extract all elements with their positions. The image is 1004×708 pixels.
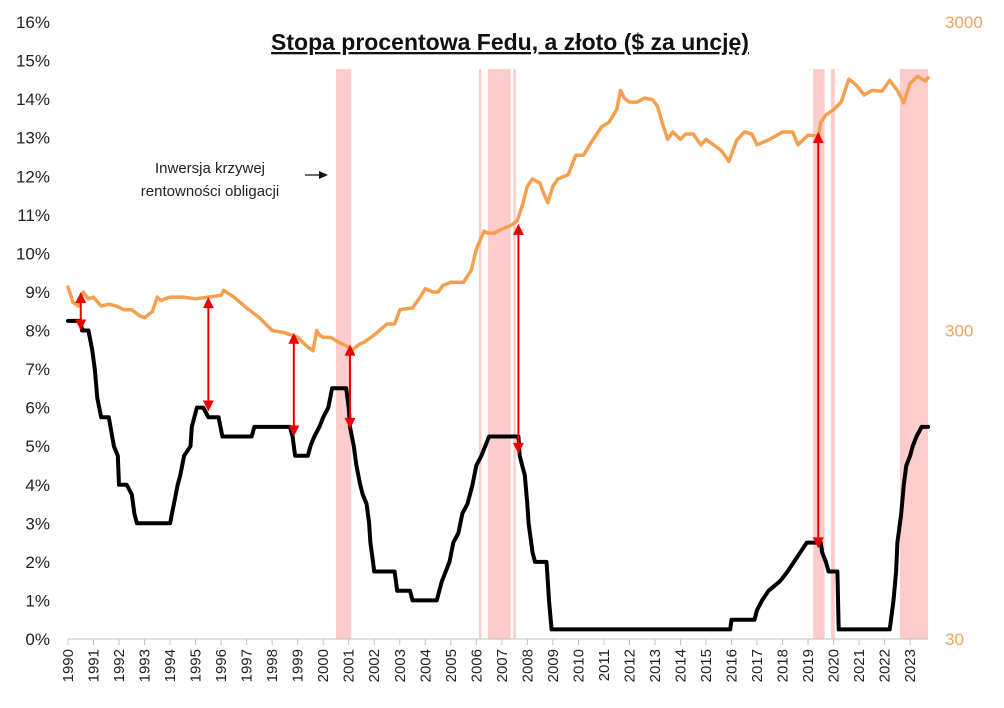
- x-tick-label-2004: 2004: [417, 649, 434, 682]
- gold-price-line: [66, 74, 930, 353]
- y-left-tick-15: 15%: [16, 52, 50, 71]
- x-tick-label-2022: 2022: [877, 649, 894, 682]
- chart-title: Stopa procentowa Fedu, a złoto ($ za unc…: [271, 29, 749, 55]
- y-right-tick-30: 30: [945, 630, 964, 649]
- arrow-2-head-up: [288, 332, 300, 344]
- x-tick-label-1998: 1998: [264, 649, 281, 682]
- arrow-5-head-up: [812, 131, 824, 143]
- x-tick-label-2016: 2016: [724, 649, 741, 682]
- arrow-1-head-up: [202, 297, 214, 309]
- y-left-tick-8: 8%: [25, 322, 50, 341]
- x-axis: 1990 1991 1992 1993 1994 1995 1996 1997 1998 1999…: [60, 638, 928, 682]
- y-left-tick-0: 0%: [25, 630, 50, 649]
- arrow-4-head-down: [512, 442, 524, 454]
- x-tick-label-2008: 2008: [519, 649, 536, 682]
- y-axis-right: 30 300 3000: [945, 13, 983, 649]
- x-tick-label-2013: 2013: [647, 649, 664, 682]
- series-lines: [66, 74, 930, 632]
- x-tick-label-2023: 2023: [902, 649, 919, 682]
- y-right-tick-300: 300: [945, 322, 973, 341]
- arrow-3-head-down: [344, 417, 356, 429]
- x-tick-label-1990: 1990: [60, 649, 77, 682]
- y-axis-left: 0% 1% 2% 3% 4% 5% 6% 7% 8% 9% 10% 11% 12% 13% 14% 15% 16…: [16, 13, 50, 649]
- x-tick-label-2003: 2003: [392, 649, 409, 682]
- x-tick-label-1991: 1991: [86, 649, 103, 682]
- x-tick-label-2005: 2005: [443, 649, 460, 682]
- annotation-line-1: Inwersja krzywej: [155, 160, 265, 177]
- annotation-arrow-head: [319, 171, 328, 179]
- x-tick-label-2010: 2010: [570, 649, 587, 682]
- inversion-band-3: [513, 69, 516, 639]
- x-tick-label-2021: 2021: [851, 649, 868, 682]
- fed-rate-line: [66, 318, 930, 632]
- y-left-tick-11: 11%: [17, 206, 50, 225]
- x-tick-label-1995: 1995: [188, 649, 205, 682]
- y-left-tick-7: 7%: [25, 360, 50, 379]
- y-left-tick-1: 1%: [25, 591, 50, 610]
- x-tick-label-1994: 1994: [162, 649, 179, 682]
- x-tick-label-2014: 2014: [672, 649, 689, 682]
- x-tick-label-2009: 2009: [545, 649, 562, 682]
- y-left-tick-9: 9%: [25, 283, 50, 302]
- inversion-band-1: [478, 69, 482, 639]
- y-left-tick-4: 4%: [25, 476, 50, 495]
- x-tick-label-2006: 2006: [468, 649, 485, 682]
- x-tick-label-2011: 2011: [596, 649, 613, 681]
- y-left-tick-5: 5%: [25, 437, 50, 456]
- inversion-band-6: [899, 69, 928, 639]
- x-tick-label-2000: 2000: [315, 649, 332, 682]
- x-tick-label-2015: 2015: [698, 649, 715, 682]
- x-tick-label-2018: 2018: [775, 649, 792, 682]
- y-right-tick-3000: 3000: [945, 13, 983, 32]
- y-left-tick-13: 13%: [16, 129, 50, 148]
- arrow-5-head-down: [812, 537, 824, 549]
- arrow-annotations: [75, 131, 824, 549]
- inversion-bands: [335, 69, 928, 639]
- x-tick-label-1996: 1996: [213, 649, 230, 682]
- x-tick-label-1997: 1997: [239, 649, 256, 682]
- x-tick-label-2020: 2020: [826, 649, 843, 682]
- x-tick-label-2001: 2001: [341, 649, 358, 682]
- x-tick-label-2019: 2019: [800, 649, 817, 682]
- x-tick-label-1993: 1993: [137, 649, 154, 682]
- arrow-2-head-down: [288, 425, 300, 437]
- x-tick-label-2007: 2007: [494, 649, 511, 682]
- y-left-tick-6: 6%: [25, 399, 50, 418]
- y-left-tick-10: 10%: [16, 244, 50, 263]
- arrow-4-head-up: [512, 223, 524, 235]
- x-tick-label-1992: 1992: [111, 649, 128, 682]
- y-left-tick-16: 16%: [16, 13, 50, 32]
- arrow-3-head-up: [344, 344, 356, 356]
- x-tick-label-2002: 2002: [366, 649, 383, 682]
- arrow-0-head-down: [75, 319, 87, 331]
- arrow-1-head-down: [202, 400, 214, 412]
- x-tick-label-2017: 2017: [749, 649, 766, 682]
- annotation-line-2: rentowności obligacji: [141, 183, 279, 200]
- y-left-tick-14: 14%: [16, 90, 50, 109]
- x-tick-label-1999: 1999: [290, 649, 307, 682]
- x-tick-label-2012: 2012: [621, 649, 638, 682]
- inversion-band-0: [335, 69, 352, 639]
- arrow-0-head-up: [75, 291, 87, 303]
- inversion-band-2: [487, 69, 511, 639]
- y-left-tick-12: 12%: [16, 167, 50, 186]
- y-left-tick-2: 2%: [25, 553, 50, 572]
- y-left-tick-3: 3%: [25, 514, 50, 533]
- inversion-band-5: [831, 69, 835, 639]
